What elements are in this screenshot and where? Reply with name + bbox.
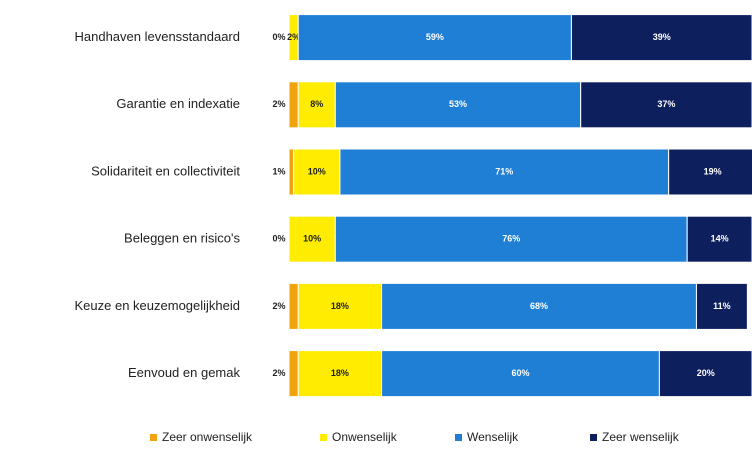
- data-label: 8%: [310, 99, 323, 109]
- data-label: 37%: [657, 99, 675, 109]
- data-label: 71%: [495, 166, 513, 176]
- legend-swatch: [320, 434, 327, 441]
- data-label: 0%: [272, 234, 285, 244]
- bar-segment: [381, 350, 660, 398]
- data-label: 11%: [713, 301, 731, 311]
- data-label: 2%: [272, 368, 285, 378]
- category-label: Beleggen en risico's: [124, 231, 240, 246]
- bar-segment: [339, 148, 670, 196]
- bar-segment: [288, 81, 299, 129]
- bar-segment: [288, 215, 336, 263]
- bar-segment: [293, 148, 341, 196]
- data-label: 10%: [303, 234, 321, 244]
- legend-swatch: [455, 434, 462, 441]
- legend-swatch: [590, 434, 597, 441]
- data-label: 2%: [272, 99, 285, 109]
- bar-segment: [686, 215, 752, 263]
- data-label: 2%: [287, 32, 300, 42]
- category-label: Garantie en indexatie: [116, 96, 240, 111]
- bar-segment: [381, 282, 697, 330]
- legend-swatch: [150, 434, 157, 441]
- category-label: Solidariteit en collectiviteit: [91, 163, 240, 178]
- data-label: 10%: [308, 166, 326, 176]
- data-label: 76%: [502, 234, 520, 244]
- data-label: 59%: [426, 32, 444, 42]
- bar-segment: [288, 148, 295, 196]
- bar-segment: [297, 282, 383, 330]
- legend-label: Zeer onwenselijk: [162, 430, 253, 444]
- category-label: Keuze en keuzemogelijkheid: [75, 298, 241, 313]
- bar-segment: [695, 282, 748, 330]
- data-label: 39%: [653, 32, 671, 42]
- legend-label: Zeer wenselijk: [602, 430, 680, 444]
- category-label: Eenvoud en gemak: [128, 365, 241, 380]
- bar-segment: [288, 350, 299, 398]
- bar-segment: [288, 282, 299, 330]
- legend-label: Onwenselijk: [332, 430, 398, 444]
- bar-segment: [668, 148, 752, 196]
- data-label: 0%: [272, 32, 285, 42]
- data-label: 14%: [711, 234, 729, 244]
- data-label: 60%: [511, 368, 529, 378]
- data-label: 53%: [449, 99, 467, 109]
- bar-segment: [297, 350, 383, 398]
- bar-segment: [580, 81, 752, 129]
- bar-segment: [334, 215, 688, 263]
- data-label: 2%: [272, 301, 285, 311]
- bar-segment: [570, 14, 752, 62]
- data-label: 18%: [331, 368, 349, 378]
- category-label: Handhaven levensstandaard: [74, 29, 240, 44]
- bar-segment: [658, 350, 752, 398]
- legend-label: Wenselijk: [467, 430, 519, 444]
- data-label: 18%: [331, 301, 349, 311]
- data-label: 20%: [697, 368, 715, 378]
- data-label: 19%: [704, 166, 722, 176]
- bar-segment: [297, 14, 572, 62]
- data-label: 1%: [272, 166, 285, 176]
- data-label: 68%: [530, 301, 548, 311]
